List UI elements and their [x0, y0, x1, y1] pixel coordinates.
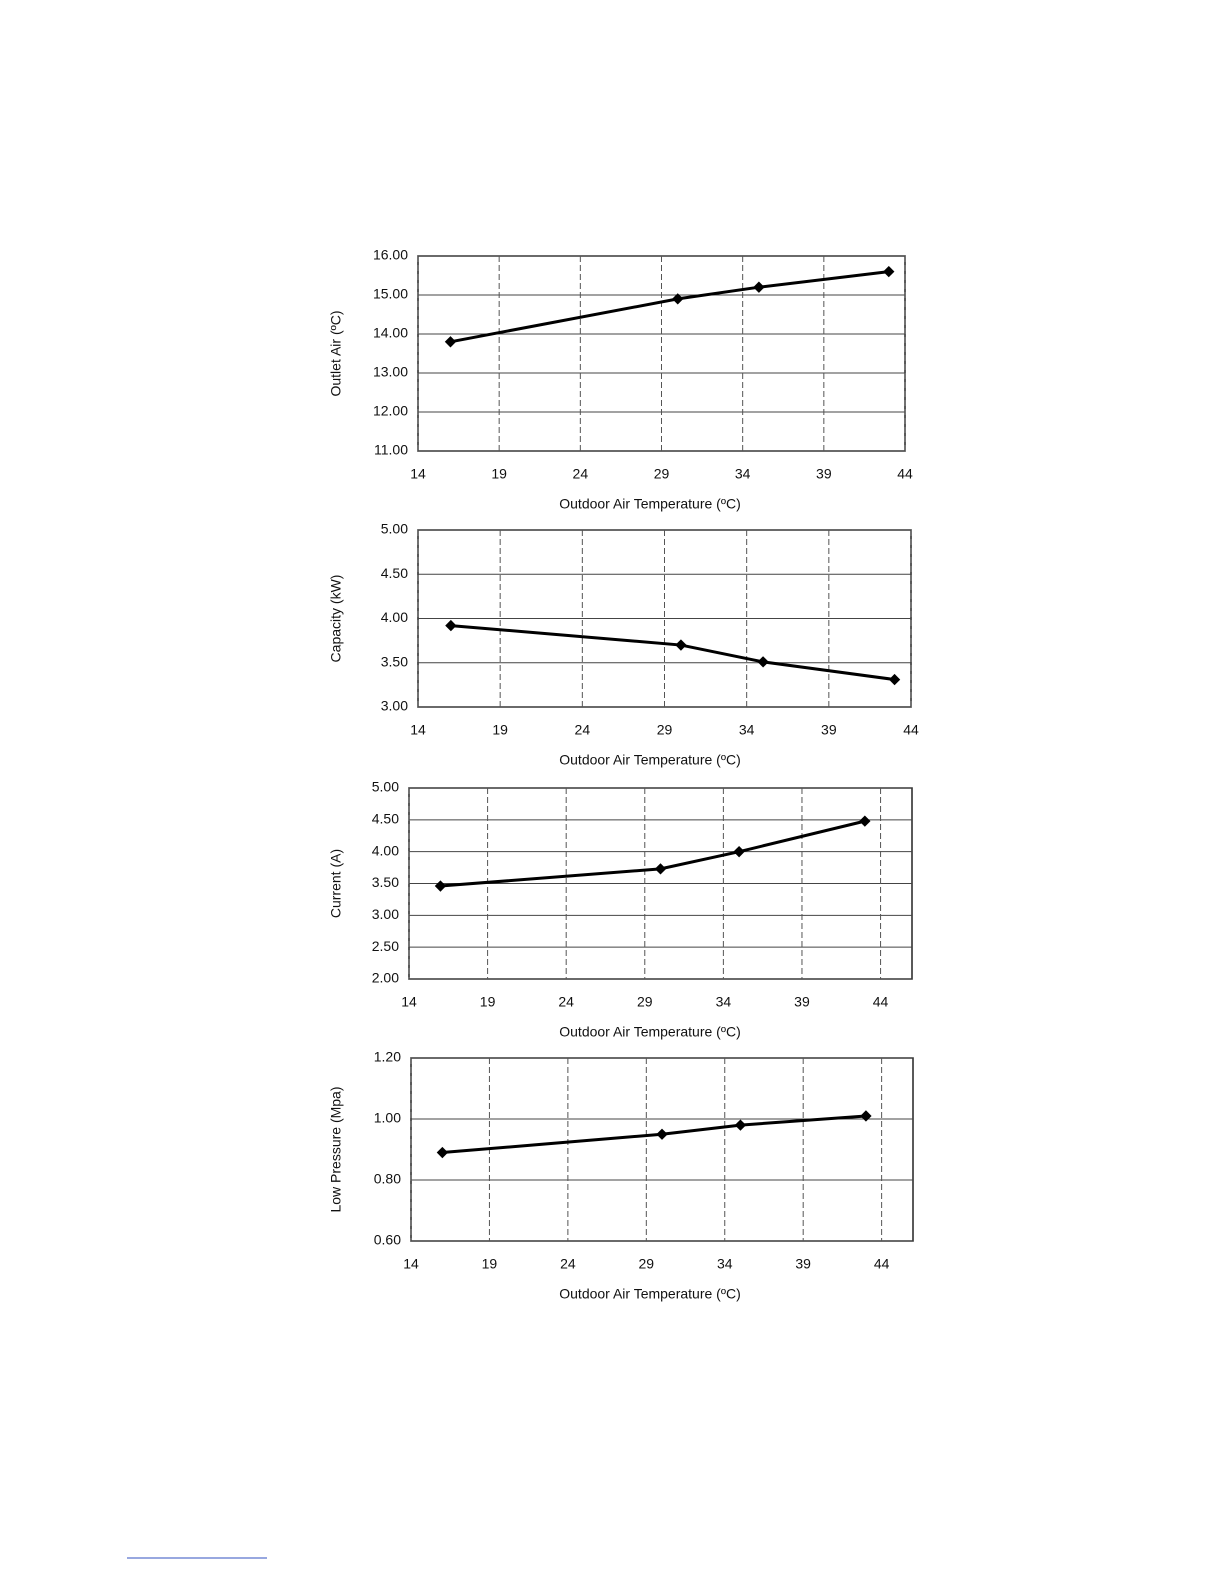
x-tick-label: 19 — [491, 466, 507, 482]
y-tick-label: 0.60 — [374, 1232, 401, 1248]
x-tick-label: 44 — [903, 722, 919, 738]
y-tick-label: 16.00 — [373, 247, 408, 263]
data-point — [888, 673, 901, 686]
data-point — [859, 815, 871, 827]
chart: 2.00 2.50 3.00 3.50 4.00 4.50 5.00 14 19 24 29 34 39… — [328, 779, 913, 1040]
data-point — [445, 619, 457, 632]
data-point — [675, 639, 687, 651]
y-tick-label: 2.00 — [372, 970, 399, 986]
data-point — [757, 656, 769, 668]
data-point — [436, 1146, 449, 1159]
x-axis-title: Outdoor Air Temperature (ºC) — [559, 752, 740, 768]
y-tick-label: 3.50 — [381, 653, 408, 669]
y-tick-label: 14.00 — [373, 325, 408, 341]
y-tick-label: 4.00 — [381, 609, 408, 625]
y-axis-title: Current (A) — [328, 849, 344, 918]
x-tick-label: 19 — [480, 994, 496, 1010]
y-tick-label: 5.00 — [372, 779, 399, 795]
x-tick-label: 39 — [821, 722, 837, 738]
x-tick-label: 29 — [654, 466, 670, 482]
x-tick-label: 14 — [410, 466, 426, 482]
x-tick-label: 14 — [401, 994, 417, 1010]
x-tick-label: 34 — [717, 1256, 733, 1272]
y-tick-label: 4.50 — [372, 811, 399, 827]
y-tick-label: 0.80 — [374, 1171, 401, 1187]
data-point — [860, 1110, 872, 1122]
x-tick-label: 29 — [657, 722, 673, 738]
chart: 11.00 12.00 13.00 14.00 15.00 16.00 14 19 24 29 34… — [328, 247, 913, 512]
y-tick-label: 13.00 — [373, 364, 408, 380]
y-tick-label: 3.00 — [381, 698, 408, 714]
x-tick-label: 19 — [482, 1256, 498, 1272]
x-tick-label: 44 — [873, 994, 889, 1010]
x-tick-label: 34 — [716, 994, 732, 1010]
y-tick-label: 15.00 — [373, 286, 408, 302]
x-axis-title: Outdoor Air Temperature (ºC) — [559, 1024, 740, 1040]
y-tick-label: 4.00 — [372, 842, 399, 858]
data-point — [734, 1119, 747, 1131]
x-tick-label: 24 — [573, 466, 589, 482]
data-line — [440, 819, 866, 888]
data-point — [753, 281, 765, 293]
x-tick-label: 34 — [735, 466, 751, 482]
x-axis-title: Outdoor Air Temperature (ºC) — [559, 1286, 740, 1302]
y-tick-label: 12.00 — [373, 403, 408, 419]
x-tick-label: 29 — [639, 1256, 655, 1272]
x-axis-title: Outdoor Air Temperature (ºC) — [559, 496, 740, 512]
data-line — [450, 624, 895, 682]
data-point — [672, 293, 684, 305]
y-tick-label: 5.00 — [381, 521, 408, 537]
data-point — [656, 1128, 668, 1140]
y-tick-label: 4.50 — [381, 565, 408, 581]
x-tick-label: 29 — [637, 994, 653, 1010]
x-tick-label: 39 — [794, 994, 810, 1010]
x-tick-label: 19 — [492, 722, 508, 738]
y-tick-label: 1.00 — [374, 1110, 401, 1126]
data-point — [654, 863, 667, 875]
y-tick-label: 2.50 — [372, 938, 399, 954]
y-tick-label: 3.00 — [372, 906, 399, 922]
y-axis-title: Capacity (kW) — [328, 575, 344, 663]
x-tick-label: 34 — [739, 722, 755, 738]
x-tick-label: 39 — [816, 466, 832, 482]
x-tick-label: 14 — [403, 1256, 419, 1272]
data-point — [883, 265, 895, 278]
chart: 0.60 0.80 1.00 1.20 14 19 24 29 34 39 44 Outdoor Ai… — [328, 1049, 914, 1302]
x-tick-label: 44 — [874, 1256, 890, 1272]
x-tick-label: 14 — [410, 722, 426, 738]
x-tick-label: 39 — [795, 1256, 811, 1272]
data-point — [444, 336, 457, 348]
y-axis-title: Low Pressure (Mpa) — [328, 1086, 344, 1212]
x-tick-label: 24 — [560, 1256, 576, 1272]
data-line — [442, 1114, 867, 1155]
data-point — [434, 880, 447, 892]
y-axis-title: Outlet Air (ºC) — [328, 310, 344, 396]
x-tick-label: 24 — [558, 994, 574, 1010]
y-tick-label: 1.20 — [374, 1049, 401, 1065]
x-tick-label: 24 — [575, 722, 591, 738]
data-line — [450, 270, 889, 344]
x-tick-label: 44 — [897, 466, 913, 482]
chart: 3.00 3.50 4.00 4.50 5.00 14 19 24 29 34 39 44 Outdoo… — [328, 521, 919, 768]
data-point — [733, 846, 745, 858]
y-tick-label: 3.50 — [372, 874, 399, 890]
y-tick-label: 11.00 — [374, 442, 408, 458]
